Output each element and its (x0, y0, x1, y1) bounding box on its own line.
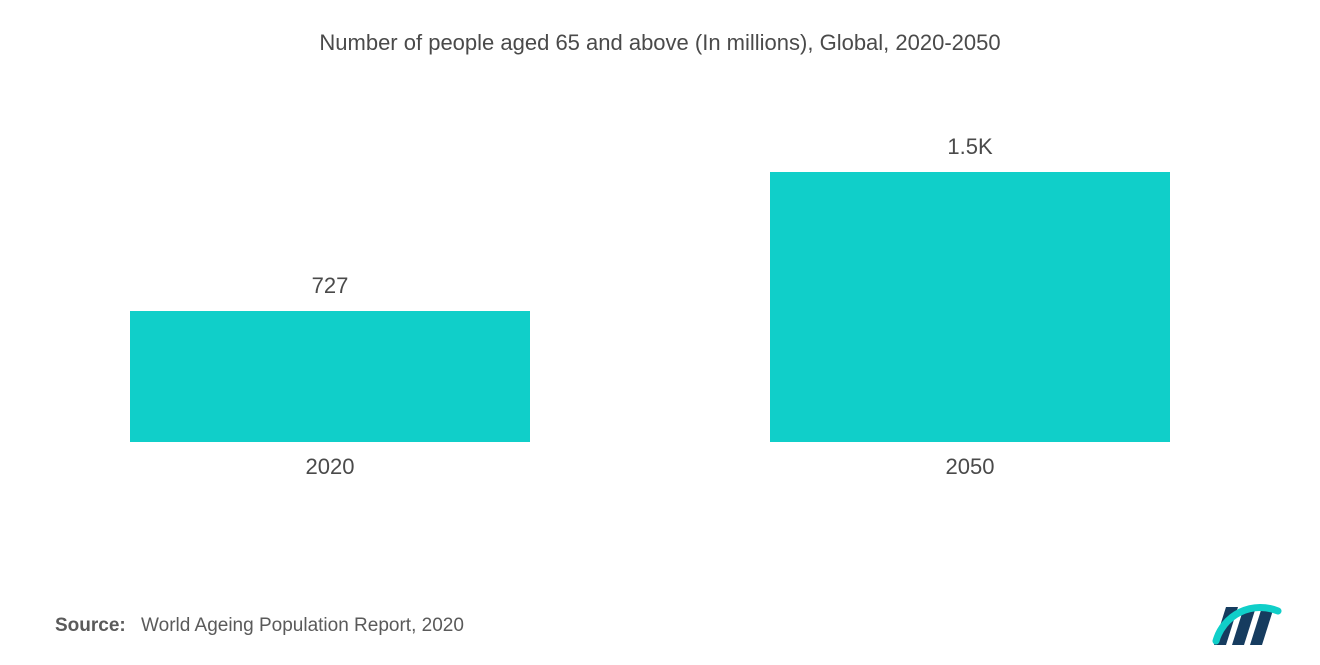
bar-group-1: 1.5K 2050 (770, 134, 1170, 480)
bar-category-label: 2020 (130, 454, 530, 480)
bar-group-0: 727 2020 (130, 273, 530, 480)
source-label: Source: (55, 615, 126, 636)
bar-category-label: 2050 (770, 454, 1170, 480)
mordor-logo-icon (1212, 601, 1282, 645)
bar-value-label: 1.5K (770, 134, 1170, 160)
chart-title: Number of people aged 65 and above (In m… (0, 30, 1320, 56)
source-text: World Ageing Population Report, 2020 (141, 615, 464, 636)
bar-rect (130, 311, 530, 442)
bar-value-label: 727 (130, 273, 530, 299)
source-line: Source: World Ageing Population Report, … (55, 615, 464, 637)
bar-rect (770, 172, 1170, 442)
chart-plot-area: 727 2020 1.5K 2050 (130, 100, 1190, 520)
